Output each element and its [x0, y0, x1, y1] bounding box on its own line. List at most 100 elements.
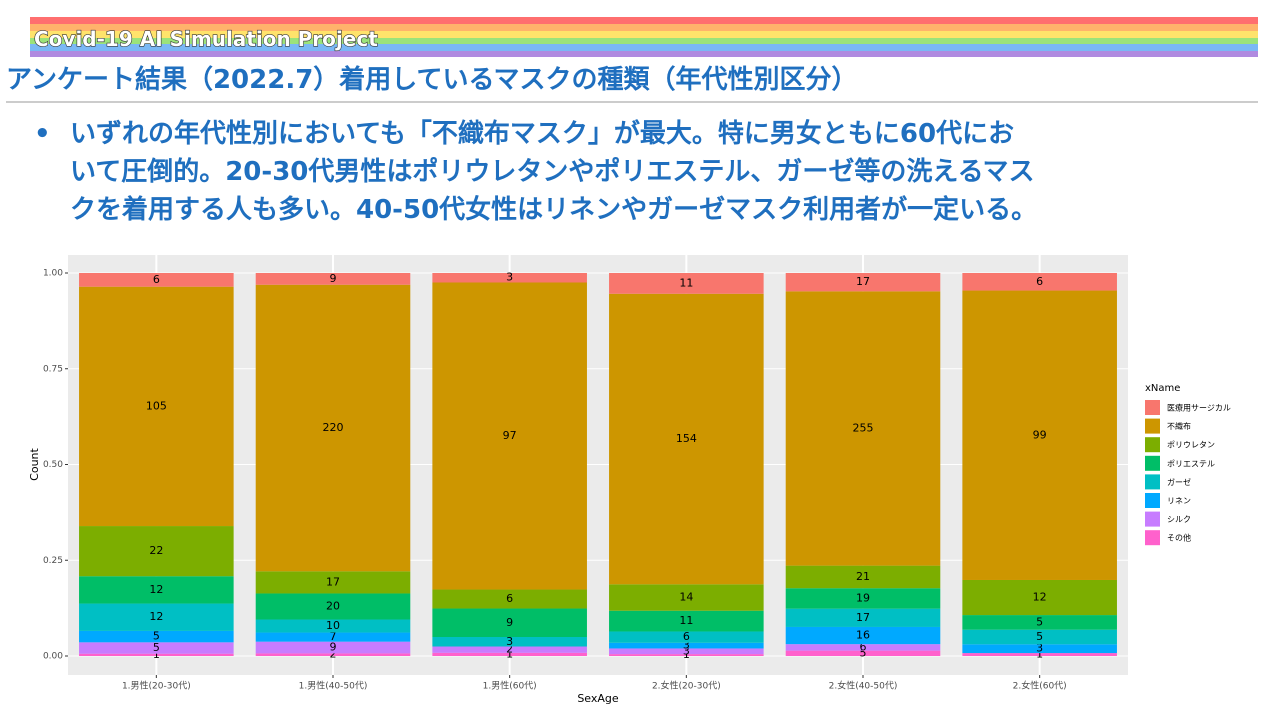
data-label: 105	[146, 399, 167, 412]
data-label: 1	[506, 647, 513, 660]
bar-segment	[79, 653, 234, 656]
legend-label: ガーゼ	[1167, 477, 1191, 487]
data-label: 11	[679, 614, 693, 627]
y-tick-label: 1.00	[43, 269, 63, 279]
y-tick-label: 0.00	[43, 652, 63, 662]
data-label: 9	[330, 272, 337, 285]
bar-segment	[79, 630, 234, 643]
data-label: 2	[506, 643, 513, 656]
x-axis-title: SexAge	[577, 692, 619, 705]
data-label: 21	[856, 570, 870, 583]
x-tick-label: 1.男性(20-30代)	[122, 680, 191, 692]
bar-segment	[255, 632, 411, 642]
bar-segment	[785, 291, 941, 566]
legend-label: ポリエステル	[1167, 459, 1215, 468]
data-label: 12	[1033, 591, 1047, 604]
data-label: 99	[1033, 428, 1047, 441]
legend-title: xName	[1145, 383, 1180, 394]
data-label: 3	[1036, 642, 1043, 655]
data-label: 6	[860, 640, 867, 653]
data-label: 1	[683, 648, 690, 661]
data-label: 5	[1036, 615, 1043, 628]
bar-segment	[432, 646, 587, 653]
data-label: 5	[153, 641, 160, 654]
bar-segment	[255, 284, 411, 572]
legend-label: ポリウレタン	[1167, 441, 1215, 450]
legend-swatch	[1145, 474, 1160, 490]
legend-swatch	[1145, 493, 1160, 508]
data-label: 1	[153, 648, 160, 661]
bar-segment	[255, 619, 411, 633]
y-axis-title: Count	[28, 447, 41, 480]
data-label: 3	[506, 635, 513, 648]
y-tick-label: 0.25	[43, 556, 63, 566]
data-label: 5	[860, 646, 867, 659]
data-label: 3	[506, 271, 513, 284]
legend-label: リネン	[1167, 497, 1191, 506]
bar-segment	[609, 584, 764, 611]
data-label: 12	[149, 610, 163, 623]
bar-segment	[962, 290, 1117, 580]
bar-segment	[432, 589, 587, 609]
data-label: 11	[679, 276, 693, 289]
bar-segment	[785, 644, 941, 651]
data-label: 3	[683, 644, 690, 657]
bar-segment	[962, 579, 1117, 616]
bar-segment	[785, 650, 941, 656]
data-label: 154	[676, 432, 697, 445]
bar-segment	[432, 608, 587, 638]
data-label: 5	[153, 630, 160, 643]
bullet-dot: •	[34, 119, 51, 149]
data-label: 2	[330, 648, 337, 661]
bar-segment	[962, 644, 1117, 654]
x-tick-label: 2.女性(20-30代)	[652, 680, 721, 692]
legend-swatch	[1145, 437, 1160, 453]
x-tick-label: 2.女性(60代)	[1013, 680, 1067, 692]
data-label: 17	[856, 275, 870, 288]
bar-segment	[79, 642, 234, 654]
bar-segment	[609, 273, 764, 294]
bar-segment	[432, 282, 587, 590]
data-label: 22	[149, 544, 163, 557]
data-label: 6	[683, 630, 690, 643]
bar-segment	[79, 576, 234, 604]
bar-segment	[432, 637, 587, 647]
bar-segment	[785, 273, 941, 292]
data-label: 255	[853, 421, 874, 434]
bar-segment	[609, 631, 764, 643]
data-label: 97	[503, 429, 517, 442]
y-tick-label: 0.50	[43, 460, 63, 470]
bullet-line: いて圧倒的。20-30代男性はポリウレタンやポリエステル、ガーゼ等の洗えるマス	[70, 156, 1035, 187]
bar-segment	[785, 608, 941, 627]
legend-swatch	[1145, 400, 1160, 415]
data-label: 17	[326, 575, 340, 588]
data-label: 12	[149, 583, 163, 596]
bar-segment	[609, 648, 764, 655]
bar-segment	[962, 273, 1117, 291]
data-label: 20	[326, 599, 340, 612]
bar-segment	[609, 642, 764, 649]
data-label: 14	[679, 591, 693, 604]
bar-segment	[785, 565, 941, 589]
bar-segment	[255, 641, 411, 654]
bar-segment	[79, 273, 234, 287]
heading: アンケート結果（2022.7）着用しているマスクの種類（年代性別区分）	[6, 64, 857, 95]
data-label: 7	[330, 630, 337, 643]
x-tick-label: 1.男性(60代)	[483, 680, 537, 692]
data-label: 10	[326, 619, 340, 632]
legend-swatch	[1145, 455, 1160, 471]
bar-segment	[962, 653, 1117, 656]
legend-label: 不織布	[1167, 421, 1191, 431]
data-label: 9	[330, 641, 337, 654]
legend-swatch	[1145, 418, 1160, 434]
bar-segment	[432, 652, 587, 656]
bar-segment	[79, 603, 234, 631]
x-tick-label: 1.男性(40-50代)	[299, 680, 368, 692]
y-tick-label: 0.75	[43, 364, 63, 374]
x-tick-label: 2.女性(40-50代)	[829, 680, 898, 692]
bar-segment	[79, 286, 234, 527]
bar-segment	[609, 610, 764, 632]
bar-segment	[609, 293, 764, 585]
data-label: 9	[506, 616, 513, 629]
